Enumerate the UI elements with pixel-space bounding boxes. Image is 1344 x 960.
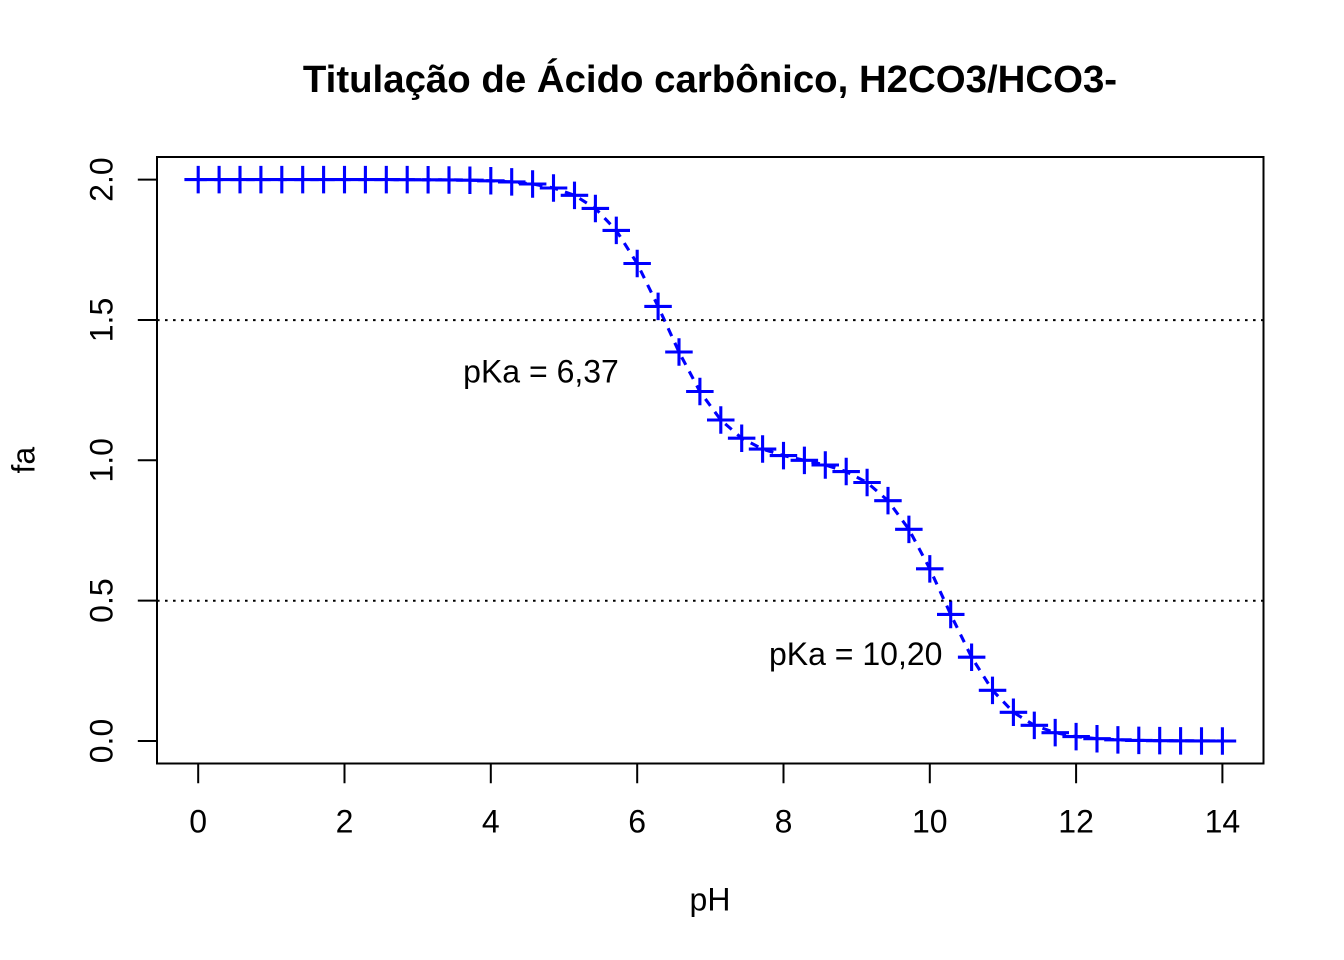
svg-text:0.5: 0.5 [84, 578, 120, 622]
svg-text:6: 6 [628, 804, 646, 840]
svg-text:pH: pH [690, 881, 731, 917]
svg-text:0: 0 [189, 804, 207, 840]
svg-text:pKa = 10,20: pKa = 10,20 [769, 636, 942, 672]
svg-text:8: 8 [775, 804, 793, 840]
svg-text:1.5: 1.5 [84, 298, 120, 342]
svg-text:1.0: 1.0 [84, 438, 120, 482]
svg-text:14: 14 [1205, 804, 1241, 840]
svg-text:pKa = 6,37: pKa = 6,37 [463, 354, 619, 390]
svg-text:4: 4 [482, 804, 500, 840]
svg-text:0.0: 0.0 [84, 719, 120, 763]
svg-text:12: 12 [1058, 804, 1094, 840]
svg-text:10: 10 [912, 804, 948, 840]
svg-text:Titulação de Ácido carbônico,: Titulação de Ácido carbônico, H2CO3/HCO3… [303, 57, 1117, 101]
svg-text:fa: fa [6, 447, 42, 474]
svg-text:2.0: 2.0 [84, 157, 120, 201]
svg-text:2: 2 [336, 804, 354, 840]
